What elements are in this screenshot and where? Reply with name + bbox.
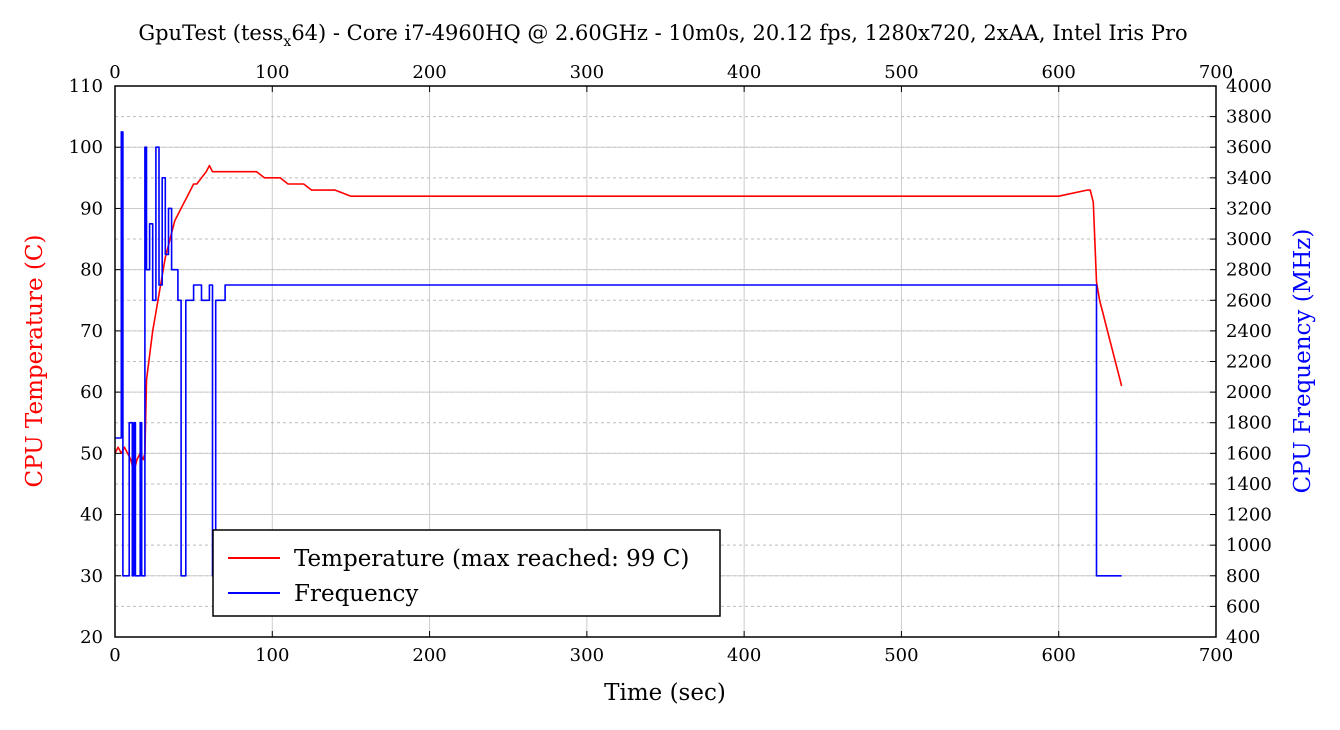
x-tick-label: 600 [1042, 645, 1076, 666]
y-right-tick-label: 3800 [1226, 107, 1272, 128]
y-right-tick-label: 800 [1226, 566, 1260, 587]
y-left-tick-label: 50 [80, 443, 103, 464]
x-tick-label: 0 [109, 645, 120, 666]
top-x-tick-label: 300 [570, 62, 604, 83]
top-x-tick-label: 700 [1199, 62, 1233, 83]
y-left-tick-label: 60 [80, 382, 103, 403]
x-axis-label: Time (sec) [604, 680, 726, 706]
y-right-tick-label: 2200 [1226, 352, 1272, 373]
y-right-tick-label: 3400 [1226, 168, 1272, 189]
y-right-tick-label: 600 [1226, 596, 1260, 617]
legend-temperature-label: Temperature (max reached: 99 C) [294, 546, 689, 572]
axis-ticks: 0 100 200 300 400 500 600 700 0 100 200 300 400 500 60… [69, 62, 1272, 666]
x-tick-label: 100 [255, 645, 289, 666]
y-right-tick-label: 2400 [1226, 321, 1272, 342]
y-right-tick-label: 3200 [1226, 198, 1272, 219]
x-tick-label: 500 [884, 645, 918, 666]
frequency-series-line [115, 131, 1122, 577]
plot-series [114, 131, 1123, 577]
y-right-tick-label: 1400 [1226, 474, 1272, 495]
y-right-tick-label: 1200 [1226, 505, 1272, 526]
temperature-series-line [114, 164, 1123, 473]
top-x-tick-label: 600 [1042, 62, 1076, 83]
y-left-tick-label: 30 [80, 566, 103, 587]
chart-title-suffix: 64) - Core i7-4960HQ @ 2.60GHz - 10m0s, … [291, 21, 1187, 45]
x-tick-label: 700 [1199, 645, 1233, 666]
y-right-tick-label: 1600 [1226, 443, 1272, 464]
top-x-tick-label: 0 [109, 62, 120, 83]
y-right-tick-label: 4000 [1226, 76, 1272, 97]
y-right-tick-label: 2000 [1226, 382, 1272, 403]
legend-box [212, 529, 721, 617]
x-tick-label: 400 [727, 645, 761, 666]
y-left-tick-label: 70 [80, 321, 103, 342]
y-right-tick-label: 3000 [1226, 229, 1272, 250]
y-left-tick-label: 100 [69, 137, 103, 158]
y-axis-left-label: CPU Temperature (C) [22, 235, 48, 488]
legend-frequency-label: Frequency [294, 581, 418, 607]
y-right-tick-label: 400 [1226, 627, 1260, 648]
top-x-tick-label: 100 [255, 62, 289, 83]
y-axis-right-label: CPU Frequency (MHz) [1290, 229, 1316, 494]
y-left-tick-label: 90 [80, 198, 103, 219]
y-left-tick-label: 20 [80, 627, 103, 648]
chart-title-subscript: x [283, 34, 291, 50]
y-right-tick-label: 2800 [1226, 260, 1272, 281]
chart-title-prefix: GpuTest (tess [138, 21, 283, 45]
top-x-tick-label: 500 [884, 62, 918, 83]
y-right-tick-label: 1000 [1226, 535, 1272, 556]
y-right-tick-label: 1800 [1226, 413, 1272, 434]
top-x-tick-label: 400 [727, 62, 761, 83]
y-right-tick-label: 2600 [1226, 290, 1272, 311]
x-tick-label: 300 [570, 645, 604, 666]
x-tick-label: 200 [412, 645, 446, 666]
chart-title: GpuTest (tessx64) - Core i7-4960HQ @ 2.6… [138, 21, 1187, 50]
y-left-tick-label: 40 [80, 505, 103, 526]
y-left-tick-label: 80 [80, 260, 103, 281]
legend: Temperature (max reached: 99 C) Frequenc… [212, 529, 721, 617]
top-x-tick-label: 200 [412, 62, 446, 83]
grid [115, 86, 1216, 637]
y-right-tick-label: 3600 [1226, 137, 1272, 158]
y-left-tick-label: 110 [69, 76, 103, 97]
